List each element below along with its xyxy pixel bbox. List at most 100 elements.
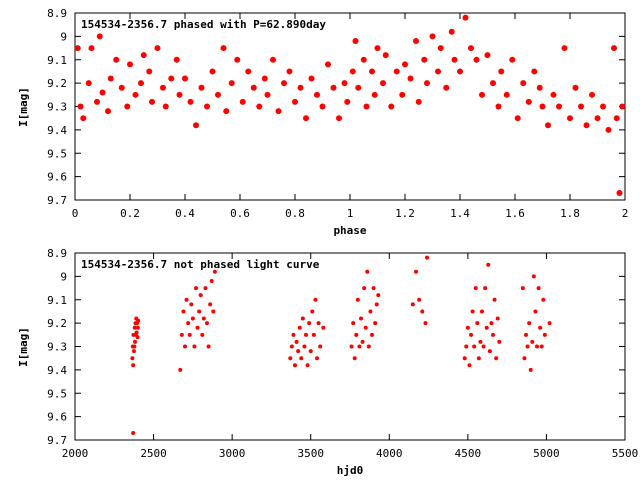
data-point <box>134 330 139 335</box>
data-point <box>495 316 500 321</box>
data-point <box>467 363 472 368</box>
data-point <box>352 356 357 361</box>
data-point <box>524 332 528 337</box>
data-point <box>619 103 626 110</box>
data-point <box>567 115 573 122</box>
y-tick-label: 8.9 <box>47 247 67 260</box>
x-axis-label: phase <box>333 224 366 237</box>
data-point <box>473 56 480 63</box>
data-point <box>481 344 486 349</box>
y-axis-ticks: 8.9 9 9.1 9.2 9.3 9.4 9.5 9.6 9.7 <box>47 247 625 447</box>
data-point <box>206 344 211 349</box>
data-point <box>480 309 484 314</box>
data-point <box>413 38 419 45</box>
x-axis-ticks: 2000 2500 3000 3500 4000 4500 5000 5500 <box>62 253 638 460</box>
data-point <box>179 332 184 337</box>
data-point <box>297 325 302 330</box>
data-point <box>611 45 617 52</box>
data-point <box>118 84 125 91</box>
x-tick-label: 1.6 <box>505 207 525 220</box>
data-point <box>503 91 510 98</box>
data-point <box>542 332 547 337</box>
data-point <box>613 115 620 122</box>
data-point <box>530 339 535 344</box>
data-point <box>80 115 87 122</box>
data-point <box>194 286 198 291</box>
data-point <box>355 84 362 91</box>
data-point <box>198 293 203 298</box>
x-tick-label: 4000 <box>376 447 403 460</box>
data-point <box>491 332 495 337</box>
data-point <box>616 189 623 196</box>
data-point <box>380 80 386 87</box>
data-point <box>94 98 100 105</box>
data-point <box>487 349 492 354</box>
data-point <box>96 33 103 40</box>
data-point <box>365 269 370 274</box>
y-axis-label: I[mag] <box>17 327 30 367</box>
data-point <box>318 344 323 349</box>
data-point <box>547 321 552 326</box>
data-point <box>556 103 562 110</box>
data-point <box>178 367 183 372</box>
data-point <box>448 28 455 35</box>
data-point <box>476 356 481 361</box>
data-point <box>492 297 497 302</box>
y-tick-label: 9.1 <box>47 54 67 67</box>
data-point <box>465 325 470 330</box>
data-point <box>132 325 137 330</box>
data-point <box>525 344 530 349</box>
data-point <box>468 45 474 52</box>
data-point <box>470 309 475 314</box>
data-point <box>77 103 84 110</box>
data-point <box>490 80 496 87</box>
data-point <box>473 286 478 291</box>
data-point <box>297 84 304 91</box>
data-point <box>146 68 153 75</box>
data-point <box>536 84 543 91</box>
data-point <box>414 269 418 274</box>
x-tick-label: 3500 <box>297 447 324 460</box>
data-point <box>479 91 485 98</box>
data-point <box>363 325 368 330</box>
data-point <box>261 75 268 82</box>
data-point <box>368 309 373 314</box>
data-point <box>300 316 305 321</box>
data-point <box>228 80 235 87</box>
data-point <box>484 325 489 330</box>
data-point <box>294 339 299 344</box>
x-axis-ticks: 0 0.2 0.4 0.6 0.8 1 1.2 1.4 1.6 1.8 2 <box>72 13 628 220</box>
x-tick-label: 2500 <box>140 447 167 460</box>
x-tick-label: 1.2 <box>395 207 415 220</box>
data-point <box>187 332 192 337</box>
data-point <box>132 344 137 349</box>
x-tick-label: 3000 <box>219 447 246 460</box>
x-tick-label: 1.8 <box>560 207 580 220</box>
data-point <box>443 84 450 91</box>
data-point <box>136 318 141 323</box>
data-point <box>578 103 584 110</box>
y-axis-label: I[mag] <box>17 87 30 127</box>
data-point <box>131 363 136 368</box>
data-point <box>195 325 200 330</box>
data-point <box>472 344 477 349</box>
data-point <box>211 309 216 314</box>
x-tick-label: 0.6 <box>230 207 250 220</box>
data-point <box>302 344 307 349</box>
data-point <box>189 302 194 307</box>
x-tick-label: 4500 <box>455 447 482 460</box>
data-point <box>393 68 400 75</box>
data-point <box>362 286 367 291</box>
data-point <box>424 80 430 87</box>
data-point <box>281 80 287 87</box>
data-point <box>349 68 356 75</box>
data-point <box>359 316 363 321</box>
data-point <box>325 61 331 68</box>
y-tick-label: 9.5 <box>47 147 67 160</box>
data-point <box>124 103 131 110</box>
data-point <box>605 126 612 133</box>
data-point <box>303 115 309 122</box>
data-point <box>435 68 441 75</box>
data-point <box>370 332 374 337</box>
data-point <box>319 103 326 110</box>
